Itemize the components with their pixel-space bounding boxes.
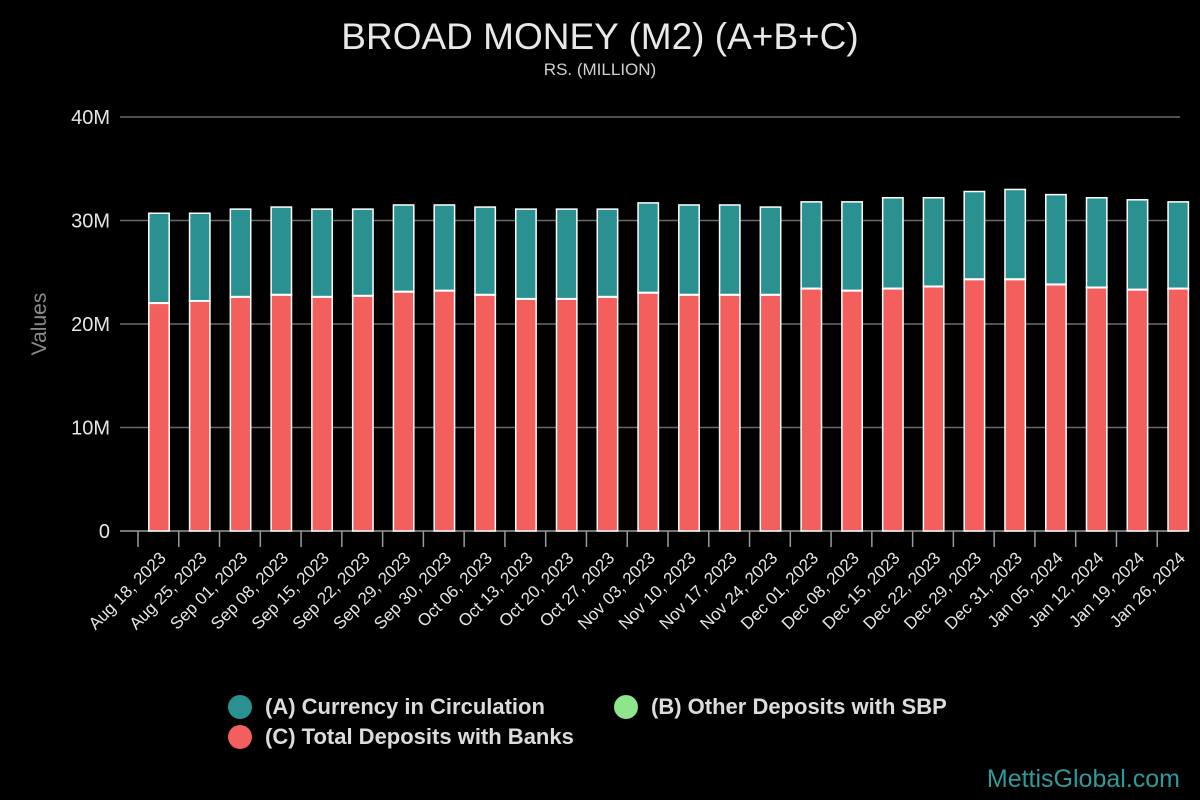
legend-label-total-deposits: (C) Total Deposits with Banks	[265, 724, 574, 749]
y-tick-label: 30M	[71, 211, 110, 233]
bar-segment	[351, 208, 374, 297]
bar-segment	[514, 208, 537, 300]
bar-segment	[800, 288, 823, 532]
bar-segment	[881, 288, 904, 532]
legend-label-currency: (A) Currency in Circulation	[265, 694, 545, 719]
bar-segment	[678, 294, 700, 532]
legend-item-other-deposits[interactable]: (B) Other Deposits with SBP	[614, 694, 947, 720]
bar-segment	[1167, 288, 1190, 532]
y-tick-label: 20M	[71, 314, 110, 336]
watermark[interactable]: MettisGlobal.com	[986, 765, 1180, 793]
bar-segment	[963, 190, 986, 280]
bar-segment	[311, 208, 334, 298]
bar-segment	[229, 296, 252, 532]
legend-swatch-total-deposits	[228, 725, 252, 749]
bar-segment	[596, 296, 619, 532]
bar-segment	[351, 295, 374, 532]
bar-segment	[1044, 283, 1067, 532]
bar-segment	[1126, 199, 1149, 291]
bar-segment	[392, 291, 415, 532]
bar-segment	[718, 204, 741, 296]
bar-segment	[229, 208, 252, 298]
bar-segment	[922, 285, 945, 532]
bar-segment	[270, 206, 293, 296]
bar-segment	[881, 196, 904, 290]
bar-segment	[637, 292, 660, 532]
bar-segment	[148, 302, 170, 532]
bar-segment	[1085, 287, 1108, 532]
y-axis-title: Values	[28, 293, 51, 356]
bar-segment	[759, 206, 782, 296]
bar-segment	[841, 290, 864, 532]
bar-segment	[555, 298, 578, 532]
bar-segment	[1044, 193, 1067, 285]
legend-swatch-currency	[228, 695, 252, 719]
bar-segment	[922, 196, 945, 287]
bar-segment	[841, 201, 864, 292]
legend-item-total-deposits[interactable]: (C) Total Deposits with Banks	[228, 724, 574, 750]
chart-subtitle: RS. (MILLION)	[543, 60, 657, 79]
legend-swatch-other-deposits	[614, 695, 638, 719]
bar-segment	[637, 202, 660, 294]
bar-segment	[433, 290, 456, 532]
bar-segment	[596, 208, 619, 298]
bar-segment	[678, 204, 700, 296]
y-tick-label: 0	[99, 521, 110, 543]
bar-segment	[270, 294, 293, 532]
bar-segment	[188, 300, 211, 532]
bar-segment	[555, 208, 578, 300]
bar-segment	[433, 204, 456, 292]
bar-segment	[963, 278, 986, 532]
bar-segment	[1004, 188, 1027, 280]
bar-segment	[800, 201, 823, 290]
bar-segment	[148, 212, 170, 304]
bar-segment	[759, 294, 782, 532]
bar-segment	[474, 206, 497, 296]
legend-label-other-deposits: (B) Other Deposits with SBP	[651, 694, 947, 719]
bar-segment	[392, 204, 415, 293]
bar-segment	[1167, 201, 1190, 290]
bar-segment	[188, 212, 211, 302]
y-tick-label: 40M	[71, 107, 110, 129]
bar-segment	[1126, 289, 1149, 532]
bar-segment	[474, 294, 497, 532]
y-tick-label: 10M	[71, 418, 110, 440]
bar-segment	[514, 298, 537, 532]
bar-segment	[311, 296, 334, 532]
chart-title: BROAD MONEY (M2) (A+B+C)	[341, 16, 859, 57]
bar-segment	[718, 294, 741, 532]
bar-segment	[1004, 278, 1027, 532]
bar-segment	[1085, 196, 1108, 289]
legend-item-currency[interactable]: (A) Currency in Circulation	[228, 694, 545, 720]
